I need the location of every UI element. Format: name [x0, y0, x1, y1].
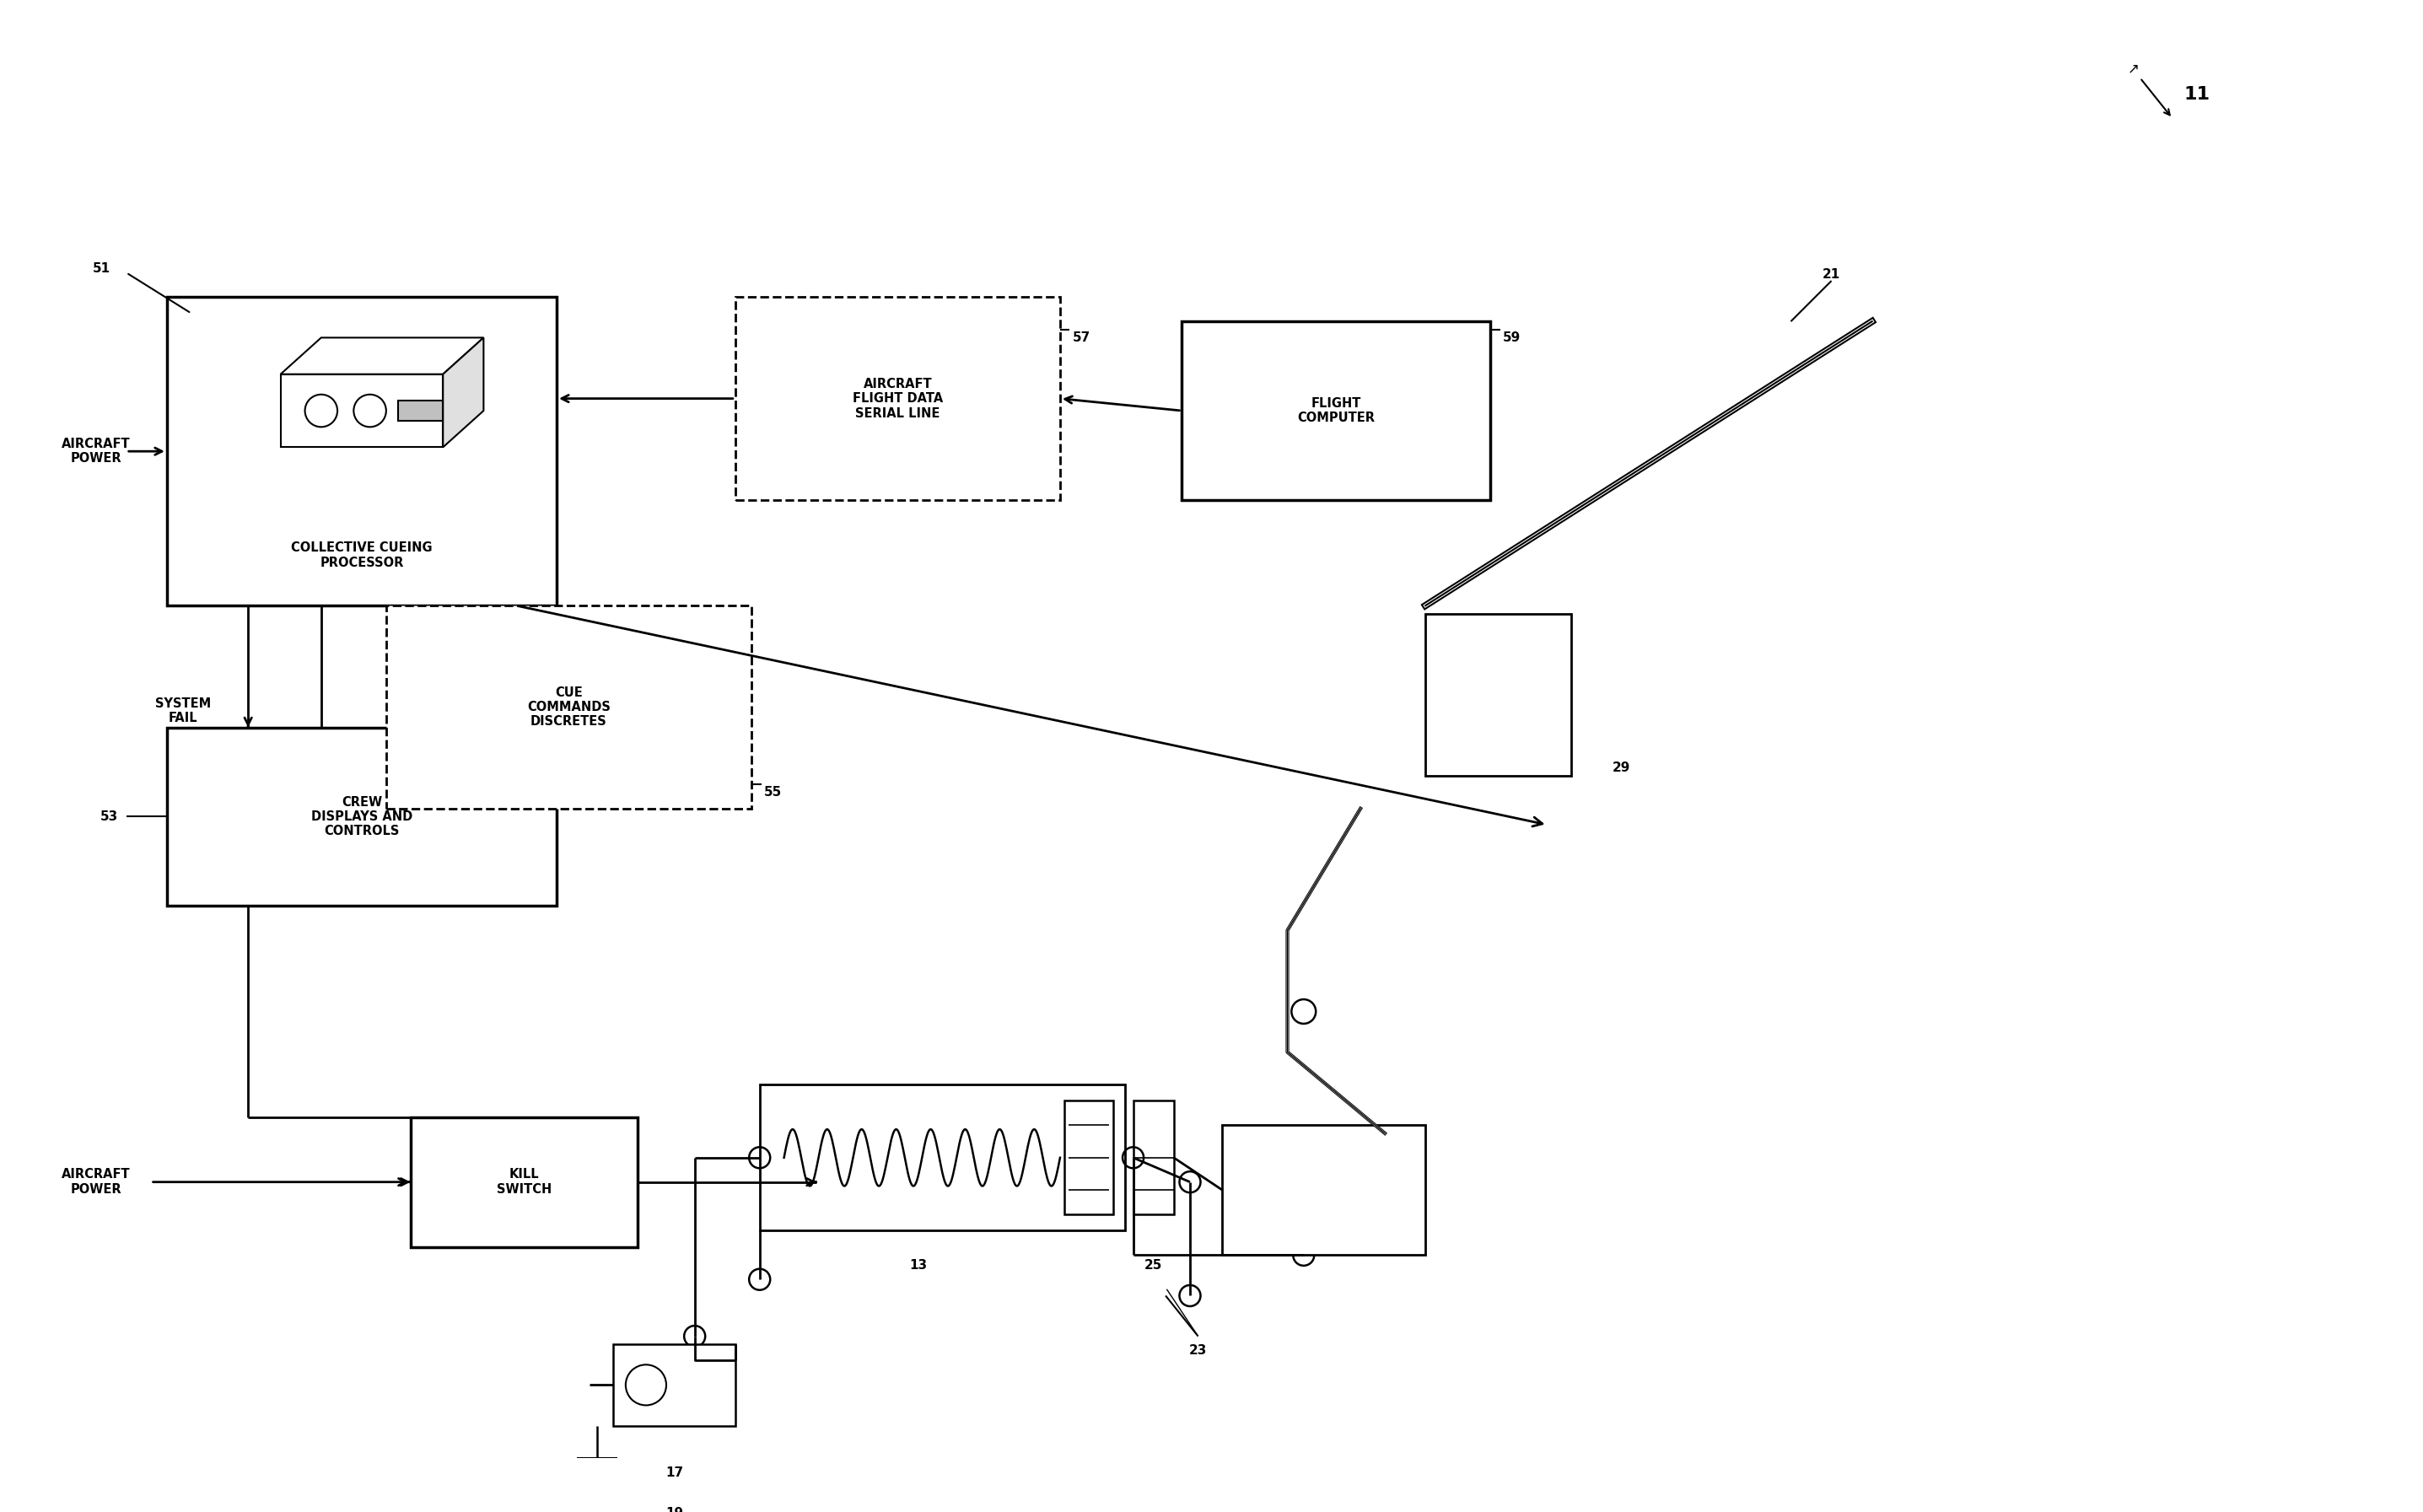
- FancyBboxPatch shape: [734, 296, 1061, 500]
- FancyBboxPatch shape: [385, 606, 751, 809]
- Text: 17: 17: [666, 1467, 683, 1479]
- Text: AIRCRAFT
FLIGHT DATA
SERIAL LINE: AIRCRAFT FLIGHT DATA SERIAL LINE: [853, 378, 943, 419]
- Polygon shape: [281, 337, 485, 373]
- Text: 59: 59: [1502, 331, 1522, 343]
- FancyBboxPatch shape: [761, 1084, 1124, 1231]
- FancyBboxPatch shape: [167, 727, 557, 906]
- Text: AIRCRAFT
POWER: AIRCRAFT POWER: [61, 1169, 131, 1196]
- FancyBboxPatch shape: [1182, 322, 1490, 500]
- Text: KILL
SWITCH: KILL SWITCH: [497, 1169, 552, 1196]
- Text: 19: 19: [666, 1507, 683, 1512]
- FancyBboxPatch shape: [613, 1344, 734, 1426]
- Text: 25: 25: [1144, 1259, 1163, 1272]
- Text: FLIGHT
COMPUTER: FLIGHT COMPUTER: [1296, 398, 1374, 425]
- Text: 21: 21: [1822, 268, 1841, 281]
- FancyBboxPatch shape: [1064, 1101, 1112, 1214]
- FancyBboxPatch shape: [1224, 1125, 1425, 1255]
- Text: 11: 11: [2183, 86, 2210, 103]
- FancyBboxPatch shape: [281, 373, 443, 448]
- Text: AIRCRAFT
POWER: AIRCRAFT POWER: [61, 437, 131, 466]
- Text: CUE
COMMANDS
DISCRETES: CUE COMMANDS DISCRETES: [528, 686, 611, 729]
- Text: 13: 13: [909, 1259, 928, 1272]
- Text: COLLECTIVE CUEING
PROCESSOR: COLLECTIVE CUEING PROCESSOR: [291, 541, 431, 569]
- Polygon shape: [443, 337, 485, 448]
- Text: 57: 57: [1073, 331, 1090, 343]
- Text: SYSTEM
FAIL: SYSTEM FAIL: [155, 697, 211, 724]
- Text: 23: 23: [1190, 1344, 1207, 1358]
- Text: CREW
DISPLAYS AND
CONTROLS: CREW DISPLAYS AND CONTROLS: [310, 795, 412, 838]
- FancyBboxPatch shape: [1425, 614, 1573, 776]
- Text: 51: 51: [92, 262, 109, 275]
- Text: 29: 29: [1611, 762, 1631, 774]
- Text: 53: 53: [99, 810, 119, 823]
- FancyBboxPatch shape: [1134, 1101, 1173, 1214]
- Text: $\nearrow$: $\nearrow$: [2125, 62, 2140, 77]
- FancyBboxPatch shape: [397, 401, 443, 420]
- FancyBboxPatch shape: [167, 296, 557, 606]
- Text: 55: 55: [763, 786, 783, 798]
- FancyBboxPatch shape: [409, 1117, 637, 1247]
